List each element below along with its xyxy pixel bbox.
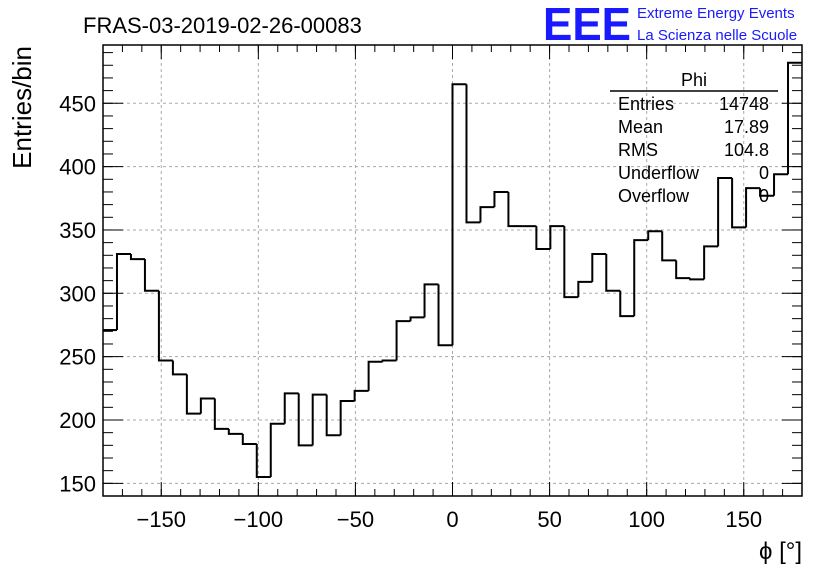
histogram-bin	[675, 260, 691, 280]
y-tick-label: 450	[59, 91, 96, 116]
histogram-bin	[395, 320, 411, 361]
stats-title: Phi	[681, 70, 707, 90]
histogram-bin	[381, 359, 397, 362]
histogram-bin	[465, 84, 481, 224]
stats-label-entries: Entries	[618, 94, 674, 114]
x-tick-label: 100	[628, 507, 665, 532]
stats-value-entries: 14748	[719, 94, 769, 114]
histogram-bin	[647, 230, 663, 241]
stats-label-rms: RMS	[618, 140, 658, 160]
logo-mark: EEE	[543, 0, 631, 50]
histogram-bin	[437, 284, 453, 347]
x-tick-label: −150	[136, 507, 186, 532]
chart-title: FRAS-03-2019-02-26-00083	[83, 13, 362, 38]
logo-line-2: La Scienza nelle Scuole	[637, 27, 797, 44]
y-tick-label: 400	[59, 155, 96, 180]
histogram-bin	[577, 280, 593, 298]
stats-label-underflow: Underflow	[618, 163, 700, 183]
histogram-bin	[773, 173, 789, 196]
histogram-bin	[269, 422, 285, 477]
histogram-bin	[689, 278, 705, 281]
y-axis-label: Entries/bin	[7, 46, 37, 169]
histogram-bin	[339, 399, 355, 436]
histogram-bin	[367, 360, 383, 391]
histogram-bin	[241, 433, 257, 446]
stats-label-mean: Mean	[618, 117, 663, 137]
histogram-bin	[353, 389, 369, 401]
x-tick-label: −100	[234, 507, 284, 532]
histogram-bin	[703, 245, 719, 280]
histogram-bin	[591, 253, 607, 282]
axes: −150 −100 −50 0 50 100 150 150 200 250 300 350 400 45…	[59, 44, 803, 532]
histogram-bin	[227, 428, 243, 435]
stats-value-rms: 104.8	[724, 140, 769, 160]
histogram-bin	[633, 239, 649, 317]
histogram-bin	[115, 253, 131, 331]
stats-box: Phi Entries 14748 Mean 17.89 RMS 104.8 U…	[610, 70, 778, 206]
histogram-bin	[759, 188, 775, 197]
y-tick-label: 150	[59, 471, 96, 496]
y-tick-label: 250	[59, 345, 96, 370]
histogram-bin	[605, 254, 621, 292]
histogram-bin	[731, 178, 747, 229]
histogram-bin	[171, 360, 187, 376]
stats-value-underflow: 0	[759, 163, 769, 183]
histogram-bin	[423, 283, 439, 318]
histogram-bin	[619, 290, 635, 318]
histogram-bin	[255, 444, 271, 478]
histogram-bin	[661, 231, 677, 262]
histogram-series	[103, 61, 802, 478]
histogram-bin	[185, 374, 201, 415]
histogram-bin	[283, 392, 299, 424]
x-tick-label: 50	[537, 507, 561, 532]
histogram-bin	[549, 225, 565, 249]
histogram-bin	[199, 397, 215, 414]
histogram-bin	[717, 177, 733, 247]
histogram-bin	[297, 393, 313, 447]
x-tick-label: −50	[337, 507, 374, 532]
stats-value-mean: 17.89	[724, 117, 769, 137]
x-tick-label: 150	[725, 507, 762, 532]
histogram-bin	[787, 61, 802, 175]
y-tick-label: 300	[59, 281, 96, 306]
stats-value-overflow: 0	[759, 186, 769, 206]
histogram-bin	[479, 206, 495, 223]
logo-line-1: Extreme Energy Events	[637, 5, 795, 22]
histogram-bin	[451, 83, 467, 346]
eee-logo: EEE Extreme Energy Events La Scienza nel…	[543, 0, 797, 50]
histogram-bin	[745, 187, 761, 228]
histogram-bin	[143, 259, 159, 292]
histogram-bin	[535, 226, 551, 250]
histogram-bin	[213, 398, 229, 430]
histogram-bin	[563, 226, 579, 299]
x-tick-label: 0	[446, 507, 458, 532]
histogram-bin	[129, 254, 145, 261]
x-axis-label: ϕ [°]	[759, 538, 802, 565]
y-tick-label: 350	[59, 218, 96, 243]
histogram-bin	[507, 191, 523, 228]
stats-label-overflow: Overflow	[618, 186, 690, 206]
histogram-bin	[493, 190, 509, 208]
histogram-bin	[311, 393, 327, 446]
y-tick-label: 200	[59, 408, 96, 433]
histogram-bin	[325, 394, 341, 437]
histogram-bin	[409, 316, 425, 322]
histogram-bin	[157, 290, 173, 362]
